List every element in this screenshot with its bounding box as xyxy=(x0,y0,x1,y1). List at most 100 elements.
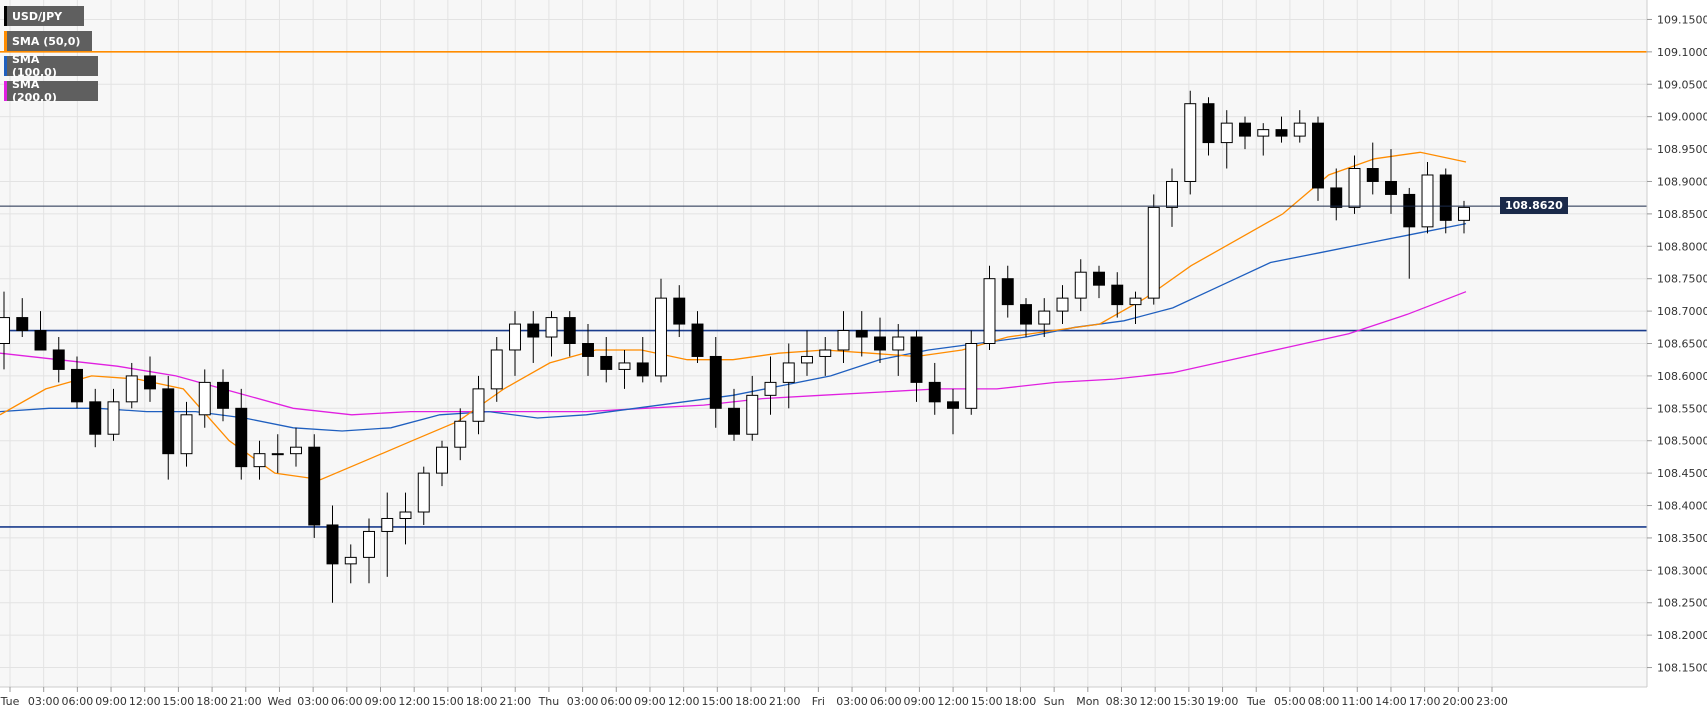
candle-body xyxy=(52,349,65,370)
candle-body xyxy=(107,401,120,435)
x-tick-label: 09:00 xyxy=(904,695,936,708)
candle-body xyxy=(819,349,832,357)
y-tick-label: 108.2500 xyxy=(1657,597,1707,610)
candle-body xyxy=(344,556,357,565)
x-tick-label: 08:30 xyxy=(1106,695,1138,708)
candle-body xyxy=(746,394,759,435)
candle-body xyxy=(618,362,631,370)
candle-body xyxy=(1403,193,1416,228)
x-tick-label: 03:00 xyxy=(567,695,599,708)
horizontal-levels xyxy=(0,51,1647,528)
candle-body xyxy=(1385,180,1397,195)
x-tick-label: 20:00 xyxy=(1442,695,1474,708)
candle-body xyxy=(290,446,302,455)
x-tick-label: 21:00 xyxy=(230,695,262,708)
x-tick-label: 09:00 xyxy=(95,695,127,708)
y-tick-label: 108.5500 xyxy=(1657,402,1707,415)
x-tick-label: 12:00 xyxy=(398,695,430,708)
legend-item-sma50[interactable]: SMA (50,0) xyxy=(4,31,92,51)
candle-body xyxy=(198,381,211,416)
x-tick-label: 09:00 xyxy=(634,695,666,708)
candle-body xyxy=(472,388,485,422)
x-tick-label: 15:00 xyxy=(432,695,464,708)
x-tick-label: 21:00 xyxy=(499,695,531,708)
candle-body xyxy=(1312,122,1324,189)
y-tick-label: 108.4000 xyxy=(1657,500,1707,513)
candle-body xyxy=(1093,271,1105,286)
candle-body xyxy=(1275,129,1288,137)
candle-body xyxy=(399,511,412,519)
x-tick-label: Fri xyxy=(812,695,825,708)
x-tick-label: 15:00 xyxy=(163,695,195,708)
x-tick-label: Mon xyxy=(1076,695,1099,708)
legend-label: SMA (100,0) xyxy=(12,53,57,79)
candle-body xyxy=(16,317,29,332)
candle-body xyxy=(454,420,467,448)
x-tick-label: 09:00 xyxy=(365,695,397,708)
x-tick-label: 03:00 xyxy=(836,695,868,708)
candle-body xyxy=(1166,180,1178,208)
legend-item-sma100[interactable]: SMA (100,0) xyxy=(4,53,98,79)
candle-body xyxy=(326,524,339,565)
candle-body xyxy=(381,517,394,532)
x-tick-label: 14:00 xyxy=(1375,695,1407,708)
candle-body xyxy=(180,414,193,455)
candle-body xyxy=(253,453,266,468)
candle-body xyxy=(600,355,613,370)
candle-body xyxy=(582,343,594,357)
candle-body xyxy=(1038,310,1051,325)
x-tick-label: Thu xyxy=(538,695,560,708)
x-tick-label: 03:00 xyxy=(297,695,329,708)
legend-item-sma200[interactable]: SMA (200,0) xyxy=(4,78,98,104)
y-tick-label: 109.1500 xyxy=(1657,13,1707,26)
candle-body xyxy=(1074,271,1087,299)
candle-body xyxy=(728,407,740,435)
x-tick-label: 03:00 xyxy=(28,695,60,708)
x-tick-label: 23:00 xyxy=(1476,695,1508,708)
y-tick-label: 108.2000 xyxy=(1657,629,1707,642)
y-tick-label: 108.7000 xyxy=(1657,305,1707,318)
candle-body xyxy=(983,278,996,345)
candle-body xyxy=(965,343,978,409)
x-axis-ticks: Tue 03:00 06:00 09:00 12:00 15:00 18:00 21:00 We… xyxy=(0,687,1508,708)
x-tick-label: Tue xyxy=(1246,695,1266,708)
y-tick-label: 108.7500 xyxy=(1657,273,1707,286)
candle-body xyxy=(801,355,813,364)
x-tick-label: 06:00 xyxy=(870,695,902,708)
candle-body xyxy=(709,355,722,409)
candle-body xyxy=(89,401,102,435)
x-tick-label: 21:00 xyxy=(769,695,801,708)
candles xyxy=(0,90,1470,603)
candle-body xyxy=(144,375,156,390)
x-tick-label: 12:00 xyxy=(129,695,161,708)
candle-body xyxy=(837,330,850,351)
x-tick-label: 12:00 xyxy=(668,695,700,708)
legend-swatch xyxy=(4,31,7,51)
x-tick-label: 06:00 xyxy=(600,695,632,708)
x-tick-label: 18:00 xyxy=(196,695,228,708)
candle-body xyxy=(417,472,430,513)
candle-body xyxy=(1458,206,1470,221)
candle-body xyxy=(1257,129,1270,137)
legend-label: USD/JPY xyxy=(12,9,63,23)
candle-body xyxy=(490,349,503,390)
candle-body xyxy=(1220,122,1233,144)
candle-body xyxy=(217,381,229,409)
legend-swatch xyxy=(4,56,7,76)
sma200-line xyxy=(0,291,1467,416)
candle-body xyxy=(764,381,777,396)
candle-body xyxy=(71,368,83,403)
candle-body xyxy=(308,446,321,526)
grid xyxy=(0,0,1647,687)
x-tick-label: Wed xyxy=(267,695,291,708)
candle-body xyxy=(1184,103,1197,182)
x-tick-label: 15:00 xyxy=(701,695,733,708)
y-tick-label: 108.9500 xyxy=(1657,143,1707,156)
y-tick-label: 108.8000 xyxy=(1657,240,1707,253)
legend-item-usdjpy[interactable]: USD/JPY xyxy=(4,6,84,26)
candle-body xyxy=(636,362,649,377)
candle-body xyxy=(673,297,686,325)
x-tick-label: 12:00 xyxy=(937,695,969,708)
candle-body xyxy=(1056,297,1069,312)
candle-body xyxy=(928,381,941,403)
